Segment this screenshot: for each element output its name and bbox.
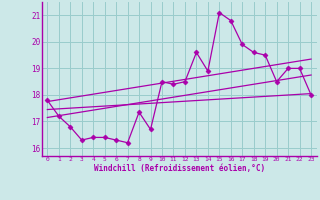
X-axis label: Windchill (Refroidissement éolien,°C): Windchill (Refroidissement éolien,°C) [94,164,265,173]
